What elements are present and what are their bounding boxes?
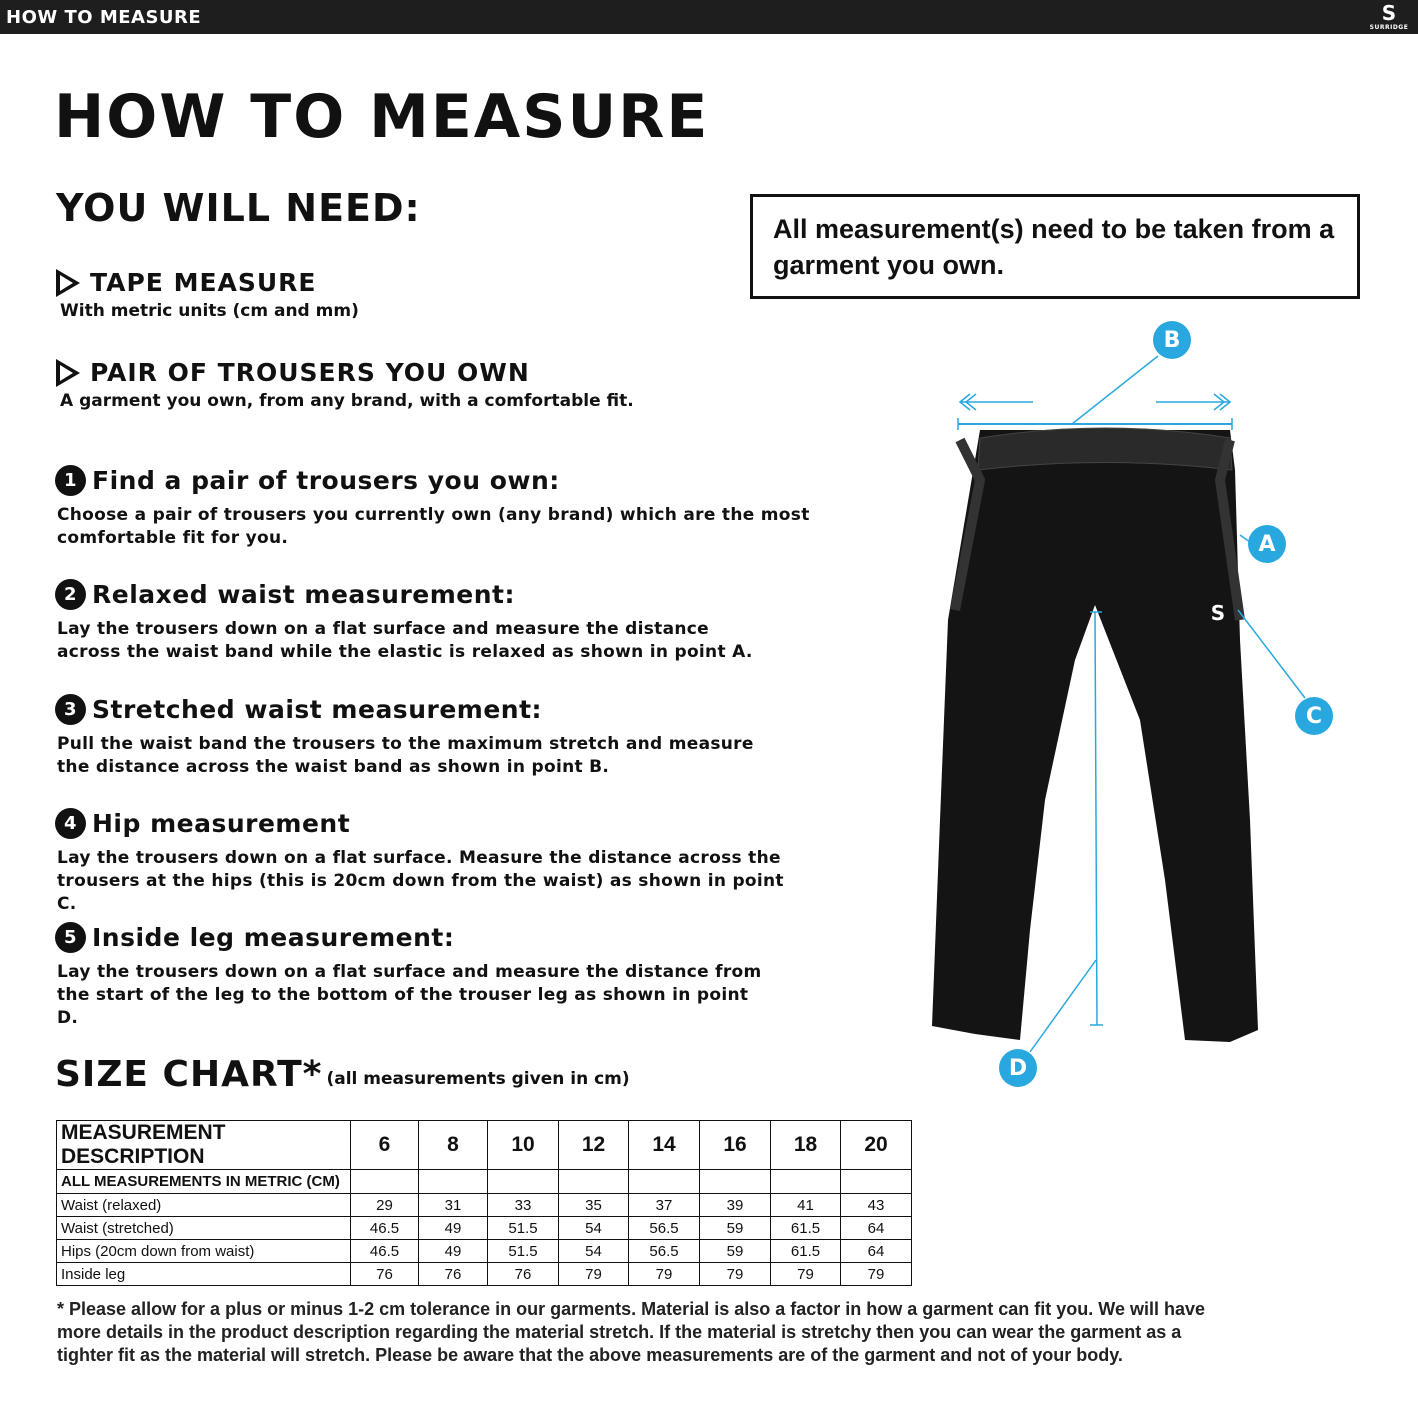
table-cell: 79: [699, 1262, 771, 1286]
table-cell: 79: [558, 1262, 629, 1286]
trousers-diagram: S: [932, 355, 1306, 1053]
table-cell: 56.5: [628, 1239, 700, 1263]
play-icon: [56, 268, 80, 297]
table-cell: 46.5: [350, 1239, 419, 1263]
table-cell: 43: [840, 1193, 912, 1217]
row-label: Waist (relaxed): [56, 1193, 351, 1217]
row-label: Inside leg: [56, 1262, 351, 1286]
table-cell: 54: [558, 1216, 629, 1240]
table-cell: 31: [418, 1193, 488, 1217]
table-cell: 51.5: [487, 1216, 559, 1240]
table-cell: 49: [418, 1239, 488, 1263]
label-b: B: [1153, 321, 1191, 359]
table-cell: 79: [628, 1262, 700, 1286]
table-row: Inside leg 76 76 76 79 79 79 79 79: [56, 1262, 912, 1286]
svg-text:S: S: [1211, 601, 1225, 625]
label-d: D: [999, 1049, 1037, 1087]
table-cell: 56.5: [628, 1216, 700, 1240]
table-cell: 64: [840, 1239, 912, 1263]
table-cell: 41: [770, 1193, 841, 1217]
table-cell: 29: [350, 1193, 419, 1217]
table-cell: 35: [558, 1193, 629, 1217]
table-cell: 61.5: [770, 1216, 841, 1240]
step-1: 1 Find a pair of trousers you own: Choose …: [55, 465, 810, 548]
table-cell: 46.5: [350, 1216, 419, 1240]
need-item: PAIR OF TROUSERS YOU OWN A garment you o…: [56, 358, 634, 411]
table-cell: 79: [840, 1262, 912, 1286]
need-title: YOU WILL NEED:: [56, 186, 421, 230]
note-box: All measurement(s) need to be taken from…: [750, 194, 1360, 299]
table-cell: 54: [558, 1239, 629, 1263]
table-subheader-row: ALL MEASUREMENTS IN METRIC (CM): [56, 1169, 912, 1194]
table-cell: 39: [699, 1193, 771, 1217]
step-3: 3 Stretched waist measurement: Pull the wa…: [55, 694, 754, 777]
header-title: HOW TO MEASURE: [6, 7, 202, 28]
table-cell: 76: [418, 1262, 488, 1286]
table-cell: 76: [350, 1262, 419, 1286]
table-cell: 37: [628, 1193, 700, 1217]
need-item: TAPE MEASURE With metric units (cm and m…: [56, 268, 359, 321]
step-2: 2 Relaxed waist measurement: Lay the trous…: [55, 579, 753, 662]
size-chart-title: SIZE CHART* (all measurements given in cm…: [55, 1054, 630, 1095]
label-a: A: [1248, 525, 1286, 563]
table-cell: 76: [487, 1262, 559, 1286]
table-row: Hips (20cm down from waist) 46.5 49 51.5 54 5…: [56, 1239, 912, 1263]
page-title: HOW TO MEASURE: [54, 82, 710, 152]
size-chart-table: MEASUREMENT DESCRIPTION 6 8 10 12 14 16 18 20 AL…: [56, 1120, 912, 1286]
table-cell: 49: [418, 1216, 488, 1240]
table-cell: 51.5: [487, 1239, 559, 1263]
row-label: Waist (stretched): [56, 1216, 351, 1240]
table-row: Waist (relaxed) 29 31 33 35 37 39 41 43: [56, 1193, 912, 1217]
label-c: C: [1295, 697, 1333, 735]
table-cell: 61.5: [770, 1239, 841, 1263]
table-cell: 59: [699, 1216, 771, 1240]
table-cell: 79: [770, 1262, 841, 1286]
play-icon: [56, 358, 80, 387]
row-label: Hips (20cm down from waist): [56, 1239, 351, 1263]
step-5: 5 Inside leg measurement: Lay the trousers…: [55, 922, 762, 1028]
step-4: 4 Hip measurement Lay the trousers down on…: [55, 808, 784, 914]
table-cell: 59: [699, 1239, 771, 1263]
top-bar: HOW TO MEASURE S SURRIDGE: [0, 0, 1418, 34]
table-cell: 33: [487, 1193, 559, 1217]
table-header-row: MEASUREMENT DESCRIPTION 6 8 10 12 14 16 18 20: [56, 1120, 912, 1170]
surridge-logo: S SURRIDGE: [1369, 1, 1409, 31]
table-cell: 64: [840, 1216, 912, 1240]
table-row: Waist (stretched) 46.5 49 51.5 54 56.5 59 61.5 6…: [56, 1216, 912, 1240]
footnote: * Please allow for a plus or minus 1-2 c…: [57, 1299, 1205, 1365]
